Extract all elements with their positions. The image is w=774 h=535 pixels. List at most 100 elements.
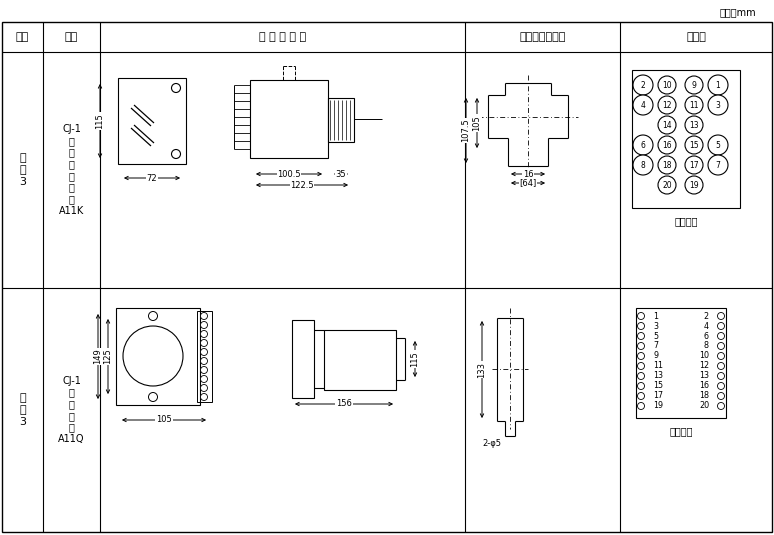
Circle shape [717,312,724,319]
Circle shape [717,402,724,409]
Circle shape [658,176,676,194]
Circle shape [708,155,728,175]
Text: 2: 2 [641,80,646,89]
Text: 19: 19 [689,180,699,189]
Text: 12: 12 [663,101,672,110]
Text: 35: 35 [336,170,346,179]
Text: 10: 10 [699,351,709,361]
Circle shape [633,155,653,175]
Circle shape [717,332,724,340]
Text: 5: 5 [715,141,721,149]
Text: [64]: [64] [519,179,536,187]
Text: 17: 17 [653,392,663,401]
Circle shape [123,326,183,386]
Circle shape [638,332,645,340]
Circle shape [200,376,207,383]
Text: 115: 115 [410,351,420,367]
Circle shape [685,96,703,114]
Circle shape [200,385,207,392]
Circle shape [717,363,724,370]
Text: 外 形 尺 寸 图: 外 形 尺 寸 图 [259,32,306,42]
Text: 7: 7 [715,160,721,170]
Circle shape [638,312,645,319]
Text: 9: 9 [653,351,658,361]
Text: 8: 8 [704,341,709,350]
Text: 7: 7 [653,341,658,350]
Text: 附
图
3: 附 图 3 [19,393,26,426]
Bar [292,320,314,398]
Text: （前视）: （前视） [670,426,693,436]
Bar [116,308,200,405]
Text: 4: 4 [704,322,709,331]
Text: 1: 1 [716,80,721,89]
Text: 18: 18 [663,160,672,170]
Text: 105: 105 [156,416,172,424]
Text: 149: 149 [94,349,102,364]
Text: 11: 11 [690,101,699,110]
Circle shape [708,95,728,115]
Circle shape [717,342,724,349]
Text: 结构: 结构 [65,32,78,42]
Bar [632,70,740,208]
Text: 13: 13 [653,371,663,380]
Circle shape [149,311,157,320]
Text: 6: 6 [641,141,646,149]
Text: 11: 11 [653,362,663,371]
Circle shape [685,176,703,194]
Text: 2: 2 [704,311,709,320]
Text: 19: 19 [653,401,663,410]
Circle shape [172,149,180,158]
Text: 16: 16 [699,381,709,391]
Text: 3: 3 [715,101,721,110]
Circle shape [658,96,676,114]
Circle shape [172,83,180,93]
Text: 13: 13 [689,120,699,129]
Text: 12: 12 [699,362,709,371]
Text: 20: 20 [699,401,709,410]
Circle shape [658,136,676,154]
Text: 9: 9 [691,80,697,89]
Text: 2-φ5: 2-φ5 [482,439,502,447]
Text: 125: 125 [104,349,112,364]
Text: 122.5: 122.5 [290,180,313,189]
Text: 20: 20 [663,180,672,189]
Circle shape [685,76,703,94]
Text: 单位：mm: 单位：mm [720,7,757,17]
Text: 3: 3 [653,322,658,331]
Text: 安装开孔尺寸图: 安装开孔尺寸图 [519,32,566,42]
Text: 107.5: 107.5 [461,119,471,142]
Circle shape [708,75,728,95]
Circle shape [685,156,703,174]
Circle shape [658,116,676,134]
Text: 15: 15 [653,381,663,391]
Bar [250,80,328,158]
Circle shape [638,323,645,330]
Circle shape [633,135,653,155]
Circle shape [717,353,724,360]
Text: 16: 16 [663,141,672,149]
Text: 14: 14 [663,120,672,129]
Circle shape [633,95,653,115]
Circle shape [200,340,207,347]
Bar [197,311,212,402]
Text: 100.5: 100.5 [277,170,301,179]
Text: 4: 4 [641,101,646,110]
Circle shape [685,136,703,154]
Circle shape [638,383,645,389]
Circle shape [638,342,645,349]
Text: 105: 105 [472,115,481,131]
Circle shape [149,393,157,401]
Text: 1: 1 [653,311,658,320]
Text: 156: 156 [336,400,352,409]
Bar [636,308,726,418]
Text: 10: 10 [663,80,672,89]
Circle shape [717,372,724,379]
Text: 8: 8 [641,160,646,170]
Circle shape [708,135,728,155]
Text: 17: 17 [689,160,699,170]
Text: CJ-1
板
前
接
线
A11Q: CJ-1 板 前 接 线 A11Q [58,376,84,444]
Circle shape [638,372,645,379]
Bar [324,330,396,390]
Text: 72: 72 [147,173,157,182]
Circle shape [685,116,703,134]
